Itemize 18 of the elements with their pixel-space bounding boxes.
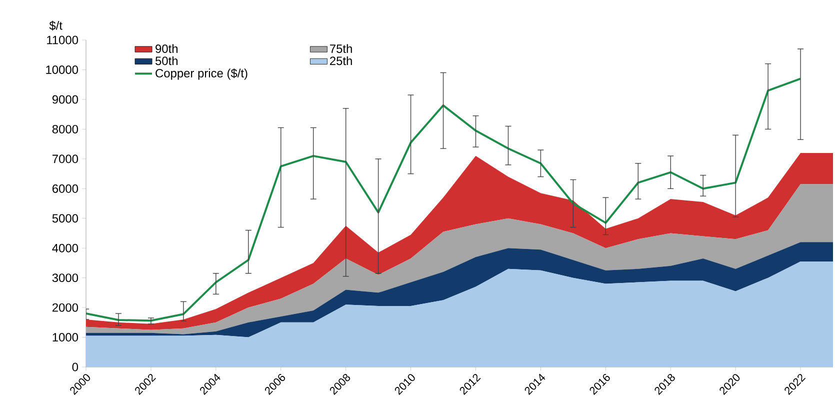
y-tick-label: 9000 [52, 95, 78, 104]
y-tick-label: 7000 [52, 154, 78, 164]
legend-label: 25th [330, 56, 352, 66]
y-tick-label: 3000 [52, 274, 78, 282]
y-tick-label: 1000 [52, 333, 78, 342]
y-tick-label: 8000 [52, 124, 78, 134]
y-tick-label: 11000 [47, 36, 78, 44]
y-tick-label: 6000 [52, 184, 78, 193]
legend-label: 90th [156, 44, 178, 53]
y-tick-label: 2000 [52, 303, 78, 312]
y-tick-label: 10000 [46, 65, 78, 74]
y-tick-label: 4000 [52, 244, 78, 252]
legend-label: Copper price ($/t) [156, 68, 248, 80]
y-tick-label: 5000 [52, 214, 78, 223]
y-axis-title: $/t [49, 20, 62, 30]
legend-label: 50th [155, 56, 178, 66]
legend-label: 75th [330, 44, 352, 53]
y-tick-label: 0 [72, 362, 78, 372]
